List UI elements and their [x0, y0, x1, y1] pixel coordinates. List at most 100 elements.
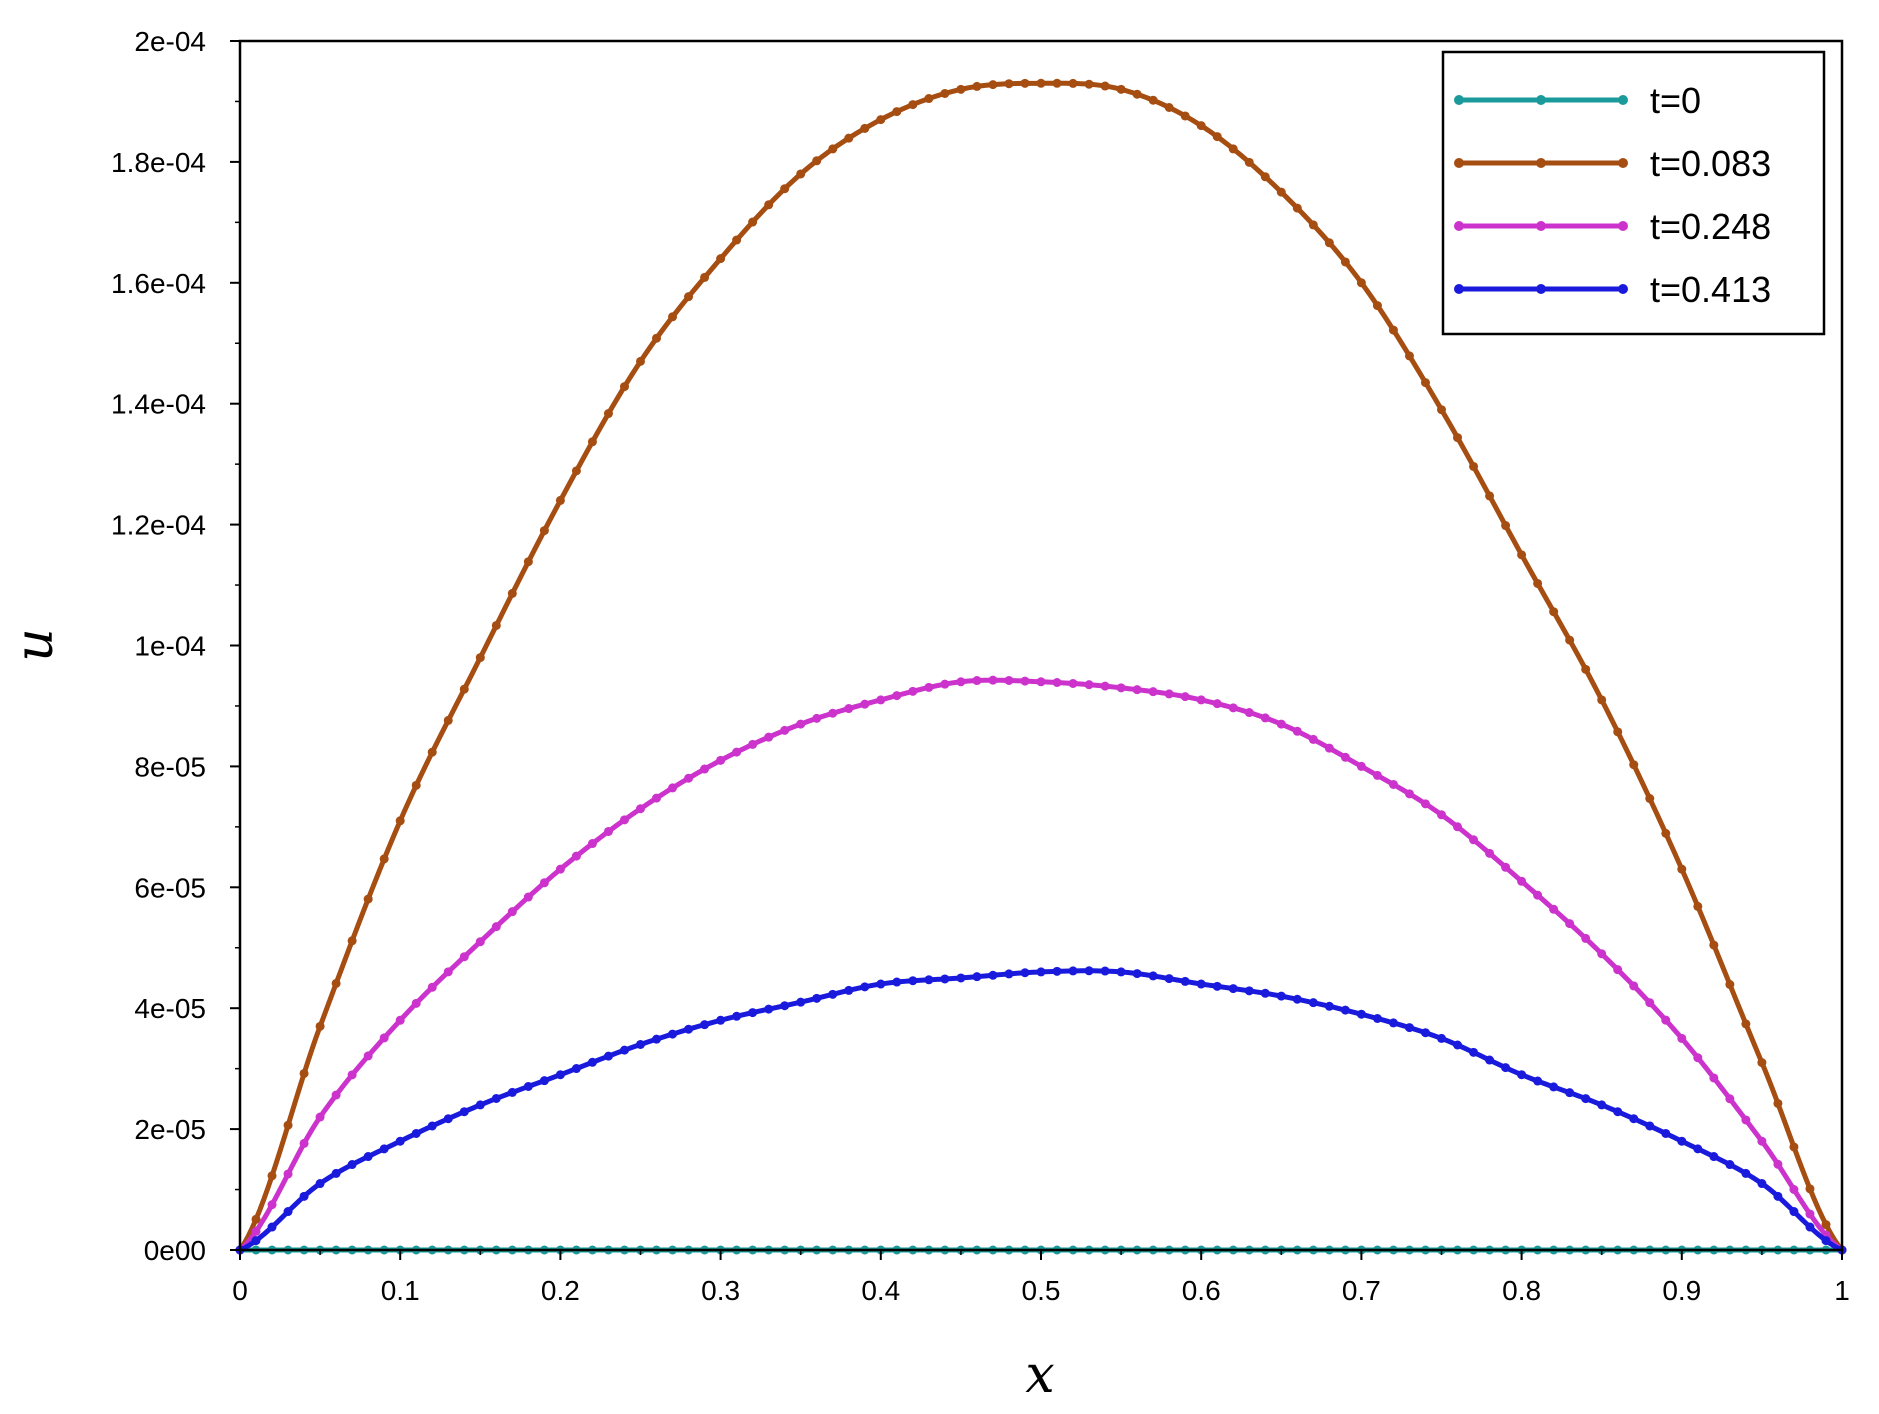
series-point [716, 254, 726, 264]
y-tick-label: 1.2e-04 [111, 510, 206, 541]
series-point [1068, 678, 1078, 688]
series-point [860, 123, 870, 133]
series-point [796, 997, 806, 1007]
series-point [1324, 238, 1334, 248]
y-tick-label: 8e-05 [134, 751, 206, 782]
x-axis-title: x [1025, 1345, 1054, 1405]
series-point [1340, 257, 1350, 267]
series-point [748, 217, 758, 227]
series-point [1052, 678, 1062, 687]
series-point [1757, 1179, 1767, 1189]
series-point [892, 691, 902, 701]
series-point [1469, 835, 1479, 845]
series-point [780, 1001, 790, 1011]
series-point [1196, 695, 1206, 705]
series-point [1260, 172, 1270, 182]
series-point [1244, 708, 1254, 718]
series-point [315, 1021, 325, 1031]
legend-marker [1454, 221, 1464, 231]
series-point [363, 894, 373, 904]
series-point [1292, 726, 1302, 736]
series-point [1533, 578, 1543, 588]
x-tick-label: 0.9 [1662, 1275, 1701, 1306]
series-point [1340, 752, 1350, 762]
series-point [1485, 1055, 1495, 1065]
series-point [1212, 132, 1222, 142]
series-point [652, 333, 662, 343]
series-point [1805, 1184, 1815, 1194]
series-point [1196, 121, 1206, 131]
series-point [748, 1008, 758, 1018]
x-tick-label: 0.7 [1342, 1275, 1381, 1306]
legend-marker [1536, 158, 1546, 168]
series-point [411, 780, 421, 790]
y-tick-label: 1.8e-04 [111, 147, 206, 178]
series-point [828, 989, 838, 999]
series-point [1517, 550, 1527, 560]
series-point [1565, 919, 1575, 929]
series-point [812, 156, 822, 166]
series-point [475, 653, 485, 663]
series-point [1308, 998, 1318, 1008]
series-point [1228, 703, 1238, 713]
series-point [1533, 890, 1543, 900]
series-point [764, 200, 774, 210]
series-point [555, 495, 565, 505]
series-point [1613, 1107, 1623, 1117]
series-point [571, 466, 581, 476]
series-point [1501, 521, 1511, 531]
series-point [812, 713, 822, 723]
legend-label: t=0.413 [1650, 269, 1771, 310]
series-point [299, 1068, 309, 1078]
series-point [1260, 713, 1270, 723]
series-point [1453, 1040, 1463, 1050]
series-point [684, 292, 694, 302]
x-tick-label: 0.5 [1022, 1275, 1061, 1306]
series-point [379, 1144, 389, 1154]
series-point [1741, 1168, 1751, 1178]
series-point [283, 1169, 293, 1179]
series-point [251, 1214, 261, 1224]
series-point [1420, 378, 1430, 388]
legend-marker [1618, 221, 1628, 231]
series-point [716, 1015, 726, 1025]
series-point [732, 235, 742, 245]
series-2 [235, 675, 1847, 1255]
series-point [844, 133, 854, 143]
series-point [1773, 1191, 1783, 1201]
series-point [1661, 1128, 1671, 1138]
series-point [555, 864, 565, 874]
series-point [283, 1207, 293, 1217]
series-point [1533, 1076, 1543, 1086]
series-point [315, 1179, 325, 1189]
series-point [1356, 761, 1366, 771]
series-point [1581, 933, 1591, 943]
y-tick-label: 0e00 [144, 1235, 206, 1266]
series-point [988, 80, 998, 90]
series-point [1661, 828, 1671, 838]
series-point [1292, 994, 1302, 1004]
series-point [1372, 770, 1382, 780]
series-point [1244, 157, 1254, 167]
series-point [1773, 1159, 1783, 1169]
series-point [1132, 969, 1142, 979]
series-point [1453, 433, 1463, 443]
series-point [1308, 220, 1318, 230]
series-point [347, 936, 357, 946]
series-point [619, 1045, 629, 1055]
series-point [267, 1222, 277, 1232]
series-point [459, 952, 469, 962]
series-point [619, 815, 629, 825]
series-point [1549, 607, 1559, 617]
series-point [1180, 692, 1190, 702]
series-point [1773, 1098, 1783, 1108]
series-point [1725, 980, 1735, 989]
series-point [331, 978, 341, 988]
series-point [1308, 734, 1318, 744]
series-point [1725, 1094, 1735, 1104]
series-point [427, 1121, 437, 1131]
series-point [1725, 1160, 1735, 1170]
series-point [1565, 635, 1575, 645]
series-point [459, 1107, 469, 1117]
series-point [1372, 301, 1382, 311]
